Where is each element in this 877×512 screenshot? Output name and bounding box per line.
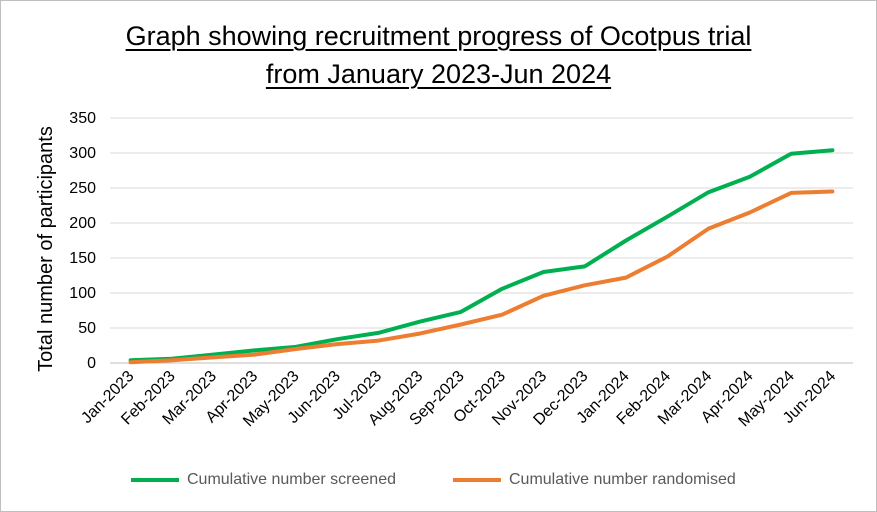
series-lines — [128, 148, 835, 365]
legend-item-randomised: Cumulative number randomised — [453, 468, 736, 492]
y-tick-label: 350 — [69, 110, 96, 127]
legend-item-screened: Cumulative number screened — [131, 468, 396, 492]
y-tick-label: 250 — [69, 180, 96, 197]
y-tick-label: 50 — [78, 320, 96, 337]
chart-title-line-1: Graph showing recruitment progress of Oc… — [125, 21, 752, 51]
x-axis-ticks: Jan-2023Feb-2023Mar-2023Apr-2023May-2023… — [78, 368, 839, 430]
legend-swatch-screened — [131, 478, 179, 482]
gridlines — [110, 117, 853, 364]
line-chart: 0 50 100 150 200 250 300 350 Jan-2023Feb-2023Ma… — [35, 110, 853, 430]
y-tick-label: 150 — [69, 250, 96, 267]
series-line-randomised — [128, 189, 835, 365]
y-tick-label: 0 — [87, 355, 96, 372]
chart-title-line-2: from January 2023-Jun 2024 — [265, 59, 612, 89]
legend-swatch-randomised — [453, 478, 501, 482]
series-line-screened — [128, 148, 835, 363]
y-tick-label: 300 — [69, 145, 96, 162]
legend-label-randomised: Cumulative number randomised — [509, 471, 736, 488]
legend-label-screened: Cumulative number screened — [187, 471, 396, 488]
y-tick-label: 200 — [69, 215, 96, 232]
y-tick-label: 100 — [69, 285, 96, 302]
y-axis-label: Total number of participants — [35, 126, 57, 372]
y-axis-ticks: 0 50 100 150 200 250 300 350 — [69, 110, 96, 372]
chart-title: Graph showing recruitment progress of Oc… — [1, 17, 876, 93]
